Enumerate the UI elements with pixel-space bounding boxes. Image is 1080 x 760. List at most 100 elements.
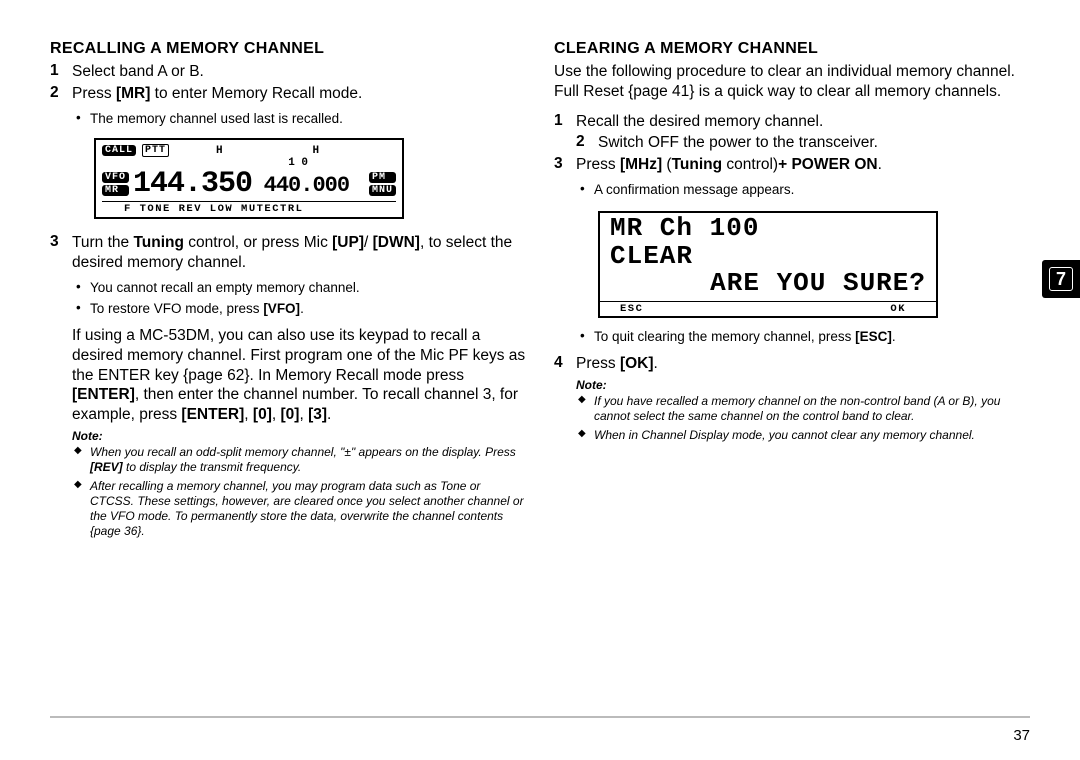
right-note-label: Note: [576, 378, 1030, 392]
lcd1-freq-row: VFO MR 144.350 440.000 PM MNU [102, 169, 396, 199]
lcd-mnu-tag: MNU [369, 185, 396, 196]
note-item: After recalling a memory channel, you ma… [72, 479, 526, 539]
key-ok: [OK] [620, 355, 654, 372]
note-item: When you recall an odd-split memory chan… [72, 445, 526, 475]
chapter-tab: 7 [1042, 260, 1080, 298]
lcd-mr-tag: MR [102, 185, 129, 196]
key-enter: [ENTER] [72, 386, 135, 403]
lcd-esc: ESC [620, 303, 643, 315]
key-tuning: Tuning [672, 156, 723, 173]
lcd-freq-a: 144.350 [133, 167, 252, 201]
text: Press [72, 85, 116, 102]
text: . [300, 301, 304, 316]
page-number: 37 [1013, 727, 1030, 744]
step-num: 3 [50, 233, 72, 273]
text: To quit clearing the memory channel, pre… [594, 329, 855, 344]
key-up: [UP] [332, 234, 364, 251]
key-rev: [REV] [90, 460, 123, 474]
right-step-4: 4 Press [OK]. [554, 354, 1030, 374]
left-paragraph: If using a MC-53DM, you can also use its… [72, 326, 526, 425]
left-heading: RECALLING A MEMORY CHANNEL [50, 40, 526, 58]
right-column: CLEARING A MEMORY CHANNEL Use the follow… [554, 40, 1030, 547]
lcd-freq-b: 440.000 [264, 173, 349, 200]
text: . [892, 329, 896, 344]
right-step3-bullets: A confirmation message appears. [576, 181, 1030, 199]
footer-rule [50, 716, 1030, 718]
lcd-display-1: CALL PTT H H 1 0 VFO MR 144.350 440.000 … [94, 138, 404, 219]
step-text: Turn the Tuning control, or press Mic [U… [72, 233, 526, 273]
step-num: 3 [554, 155, 576, 175]
text: control) [722, 156, 778, 173]
right-intro: Use the following procedure to clear an … [554, 62, 1030, 102]
lcd-right-tags: PM MNU [369, 172, 396, 199]
lcd2-line1: MR Ch 100 [600, 215, 936, 242]
bullet: The memory channel used last is recalled… [72, 110, 526, 128]
lcd-ok: OK [890, 303, 906, 315]
note-item: If you have recalled a memory channel on… [576, 394, 1030, 424]
key-dwn: [DWN] [373, 234, 420, 251]
lcd-pm-tag: PM [369, 172, 396, 183]
lcd2-line2: CLEAR [600, 243, 936, 270]
text: ( [662, 156, 671, 173]
step-num: 2 [50, 84, 72, 104]
text: / [364, 234, 373, 251]
lcd2-bottom: ESC OK [600, 301, 936, 316]
key-mr: [MR] [116, 85, 150, 102]
text: Press [576, 355, 620, 372]
step-num: 1 [50, 62, 72, 82]
left-column: RECALLING A MEMORY CHANNEL 1 Select band… [50, 40, 526, 547]
bullet: To restore VFO mode, press [VFO]. [72, 300, 526, 318]
text: . [878, 156, 882, 173]
step-num fbind= [554, 133, 576, 153]
lcd-h: H [272, 145, 362, 157]
bullet: To quit clearing the memory channel, pre… [576, 328, 1030, 346]
left-step-2: 2 Press [MR] to enter Memory Recall mode… [50, 84, 526, 104]
right-step-2: 2 Switch OFF the power to the transceive… [554, 133, 1030, 153]
text: to display the transmit frequency. [123, 460, 302, 474]
text: To restore VFO mode, press [90, 301, 263, 316]
lcd-freqs: 144.350 440.000 [133, 169, 365, 199]
step-num: 4 [554, 354, 576, 374]
text: , [299, 406, 308, 423]
lcd1-bottom-row: F TONE REV LOW MUTECTRL [102, 201, 396, 215]
text: Press [576, 156, 620, 173]
page-columns: RECALLING A MEMORY CHANNEL 1 Select band… [50, 40, 1030, 547]
key-mhz: [MHz] [620, 156, 662, 173]
key-3: [3] [308, 406, 327, 423]
text: to enter Memory Recall mode. [150, 85, 362, 102]
left-note-label: Note: [72, 429, 526, 443]
step-text: Press [MHz] (Tuning control)+ POWER ON. [576, 155, 1030, 175]
note-item: When in Channel Display mode, you cannot… [576, 428, 1030, 443]
text: Turn the [72, 234, 133, 251]
lcd-call-tag: CALL [102, 145, 136, 156]
key-enter: [ENTER] [181, 406, 244, 423]
step-text: Switch OFF the power to the transceiver. [598, 133, 1030, 153]
text: When you recall an odd-split memory chan… [90, 445, 516, 459]
key-tuning: Tuning [133, 234, 184, 251]
text: . [327, 406, 331, 423]
step-text: Select band A or B. [72, 62, 526, 82]
left-step2-bullets: The memory channel used last is recalled… [72, 110, 526, 128]
lcd-display-2: MR Ch 100 CLEAR ARE YOU SURE? ESC OK [598, 211, 938, 318]
bullet: A confirmation message appears. [576, 181, 1030, 199]
key-0: [0] [253, 406, 272, 423]
right-sub-bullet: To quit clearing the memory channel, pre… [576, 328, 1030, 346]
right-step-1: 1 Recall the desired memory channel. [554, 112, 1030, 132]
right-step-3: 3 Press [MHz] (Tuning control)+ POWER ON… [554, 155, 1030, 175]
step-num: 2 [576, 133, 598, 153]
step-text: Press [OK]. [576, 354, 1030, 374]
step-num: 1 [554, 112, 576, 132]
left-step3-bullets: You cannot recall an empty memory channe… [72, 279, 526, 318]
key-esc: [ESC] [855, 329, 892, 344]
left-step-1: 1 Select band A or B. [50, 62, 526, 82]
lcd2-line3: ARE YOU SURE? [600, 270, 936, 297]
text: If using a MC-53DM, you can also use its… [72, 327, 525, 384]
lcd-h: H [175, 145, 265, 157]
text: control, or press Mic [184, 234, 332, 251]
lcd-ptt-tag: PTT [142, 144, 169, 157]
key-power-on: + POWER ON [778, 156, 877, 173]
left-notes: When you recall an odd-split memory chan… [72, 445, 526, 539]
right-heading: CLEARING A MEMORY CHANNEL [554, 40, 1030, 58]
lcd-vfo-tag: VFO [102, 172, 129, 183]
left-step-3: 3 Turn the Tuning control, or press Mic … [50, 233, 526, 273]
